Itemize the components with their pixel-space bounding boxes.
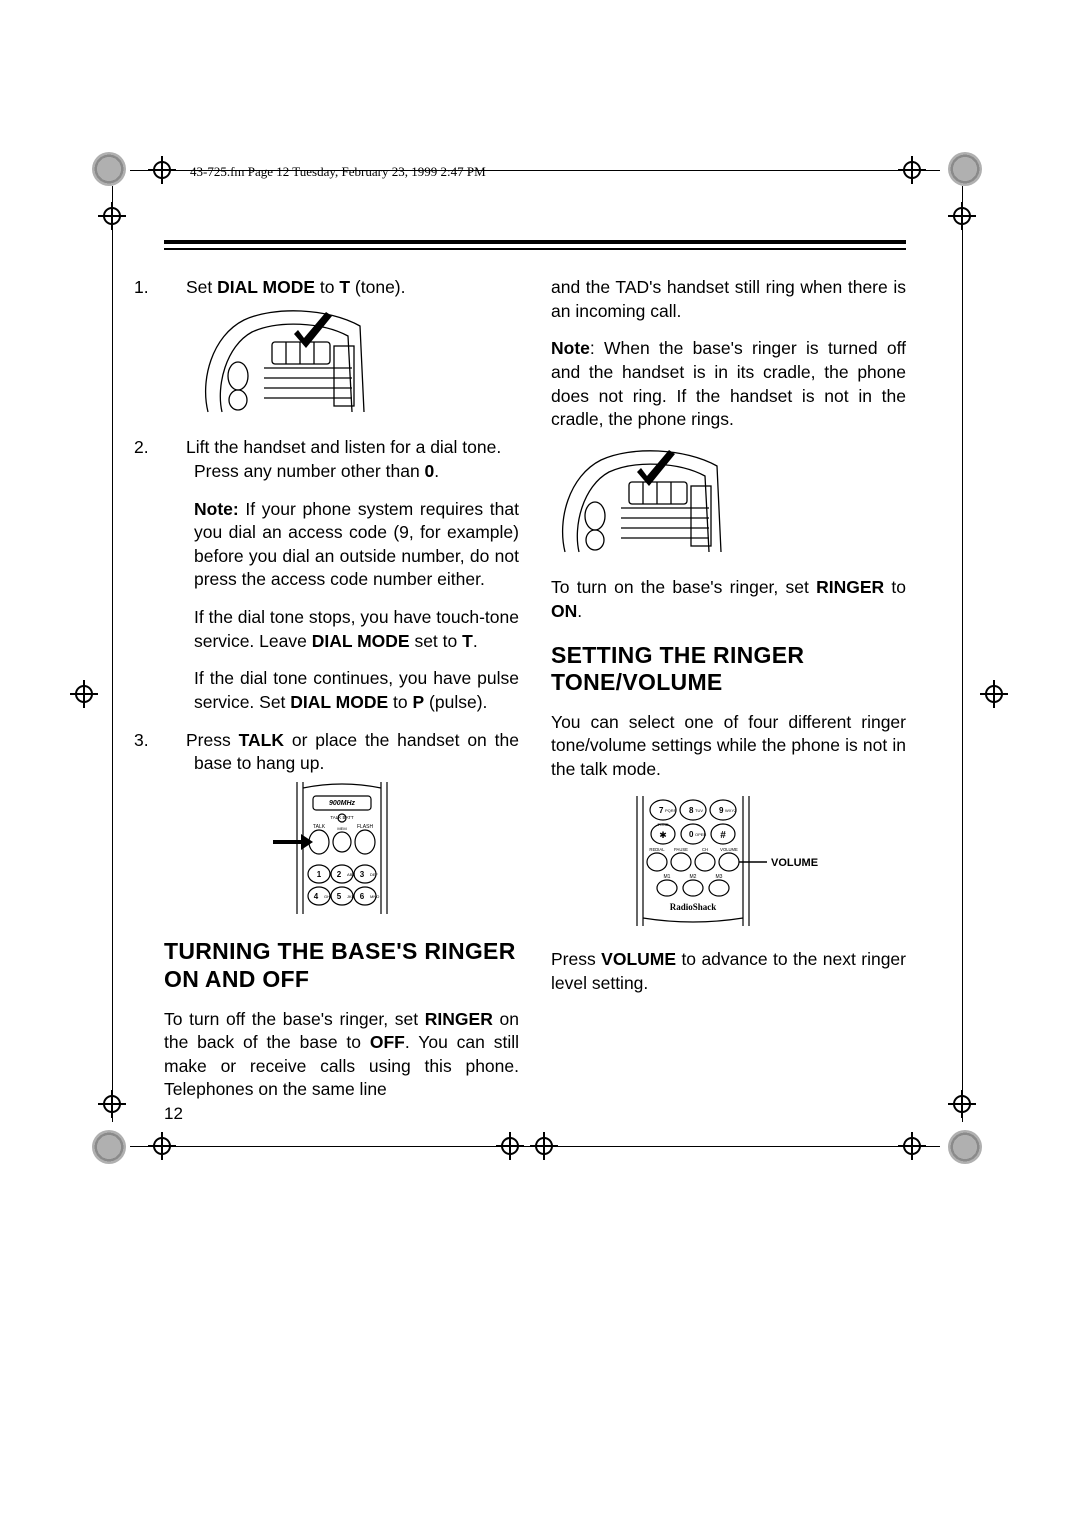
svg-text:900MHz: 900MHz	[328, 800, 355, 807]
svg-text:#: #	[720, 830, 726, 841]
handset-keypad-icon: 900MHz TALK BATT TALK MEM FLASH 1 2 ABC 3…	[267, 782, 417, 914]
base-ringer-figure	[551, 446, 906, 563]
ringer-tone-intro: You can select one of four different rin…	[551, 711, 906, 782]
svg-text:VOLUME: VOLUME	[771, 857, 818, 869]
handset-figure: 900MHz TALK BATT TALK MEM FLASH 1 2 ABC 3…	[164, 782, 519, 921]
svg-text:3: 3	[359, 870, 364, 879]
svg-text:CH: CH	[701, 847, 707, 852]
svg-text:M2: M2	[689, 874, 696, 880]
svg-text:MNO: MNO	[370, 894, 379, 899]
heading-rule	[164, 240, 906, 250]
step-1: 1.Set DIAL MODE to T (tone).	[164, 276, 519, 422]
crop-dot-icon	[92, 152, 126, 186]
crop-rule	[112, 186, 113, 1122]
phone-base-top-icon	[194, 306, 374, 416]
crop-dot-icon	[948, 152, 982, 186]
svg-text:ABC: ABC	[347, 872, 355, 877]
svg-text:0: 0	[689, 830, 694, 839]
svg-text:VOLUME: VOLUME	[720, 847, 738, 852]
svg-text:WXYZ: WXYZ	[725, 808, 737, 813]
svg-text:M1: M1	[663, 874, 670, 880]
svg-text:2: 2	[336, 870, 341, 879]
svg-text:TALK BATT: TALK BATT	[330, 815, 354, 820]
svg-text:TALK: TALK	[312, 824, 325, 830]
crosshair-icon	[70, 680, 98, 708]
svg-text:MEM: MEM	[337, 826, 346, 831]
svg-text:REDIAL: REDIAL	[649, 847, 665, 852]
step-2: 2.Lift the handset and listen for a dial…	[164, 436, 519, 714]
svg-text:M3: M3	[715, 874, 722, 880]
step-number: 1.	[164, 276, 186, 300]
left-column: 1.Set DIAL MODE to T (tone).	[164, 276, 519, 1116]
svg-text:PQRS: PQRS	[665, 808, 677, 813]
svg-text:PAUSE: PAUSE	[674, 847, 688, 852]
page-number: 12	[164, 1104, 183, 1124]
svg-text:1: 1	[316, 870, 321, 879]
svg-text:✱: ✱	[659, 830, 667, 840]
svg-text:5: 5	[336, 892, 341, 901]
volume-figure: 7PQRS 8TUV 9WXYZ TONE ✱ 0OPER # REDIAL P…	[551, 796, 906, 933]
step-number: 2.	[164, 436, 186, 460]
continuation-text: and the TAD's handset still ring when th…	[551, 276, 906, 323]
svg-text:TUV: TUV	[695, 808, 703, 813]
handset-lower-keypad-icon: 7PQRS 8TUV 9WXYZ TONE ✱ 0OPER # REDIAL P…	[599, 796, 859, 926]
svg-text:GHI: GHI	[324, 894, 331, 899]
svg-text:OPER: OPER	[695, 832, 706, 837]
header-slug: 43-725.fm Page 12 Tuesday, February 23, …	[190, 164, 486, 180]
crop-rule	[130, 1146, 940, 1147]
content-area: 1.Set DIAL MODE to T (tone).	[164, 240, 906, 1116]
crosshair-icon	[980, 680, 1008, 708]
manual-page: 43-725.fm Page 12 Tuesday, February 23, …	[0, 0, 1080, 1528]
svg-text:9: 9	[719, 806, 724, 815]
svg-text:7: 7	[659, 806, 664, 815]
crop-dot-icon	[948, 1130, 982, 1164]
step-3: 3.Press TALK or place the handset on the…	[164, 729, 519, 921]
section-heading-ringer-onoff: TURNING THE BASE'S RINGER ON AND OFF	[164, 938, 519, 993]
svg-text:6: 6	[359, 892, 364, 901]
dial-mode-figure	[194, 306, 519, 423]
crop-dot-icon	[92, 1130, 126, 1164]
svg-text:8: 8	[689, 806, 694, 815]
svg-text:TONE: TONE	[657, 822, 668, 827]
step-number: 3.	[164, 729, 186, 753]
svg-text:4: 4	[313, 892, 318, 901]
svg-text:JKL: JKL	[347, 894, 355, 899]
step-text: Lift the handset and listen for a dial t…	[186, 437, 501, 457]
svg-text:FLASH: FLASH	[356, 824, 373, 830]
svg-text:RadioShack: RadioShack	[669, 902, 716, 912]
phone-base-top-icon	[551, 446, 731, 556]
section-heading-ringer-tone: SETTING THE RINGER TONE/VOLUME	[551, 642, 906, 697]
crop-rule	[962, 186, 963, 1122]
right-column: and the TAD's handset still ring when th…	[551, 276, 906, 1116]
svg-text:DEF: DEF	[370, 872, 379, 877]
